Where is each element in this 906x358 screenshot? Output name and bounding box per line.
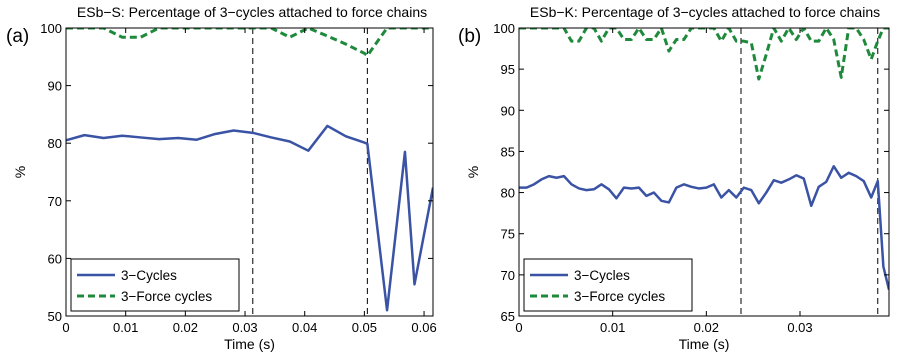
plot-frame <box>518 27 890 317</box>
y-tick-label: 100 <box>493 21 515 36</box>
legend-box <box>70 258 240 312</box>
y-tick-label: 80 <box>48 136 62 151</box>
series-line-0 <box>519 164 889 290</box>
series-line-1 <box>519 28 889 81</box>
y-tick-label: 70 <box>501 268 515 283</box>
y-tick-label: 90 <box>48 79 62 94</box>
series-line-1 <box>66 28 433 58</box>
series-line-0 <box>66 124 433 312</box>
y-tick-label: 75 <box>501 227 515 242</box>
legend-label-1: 3−Force cycles <box>574 289 665 304</box>
y-tick-label: 65 <box>501 309 515 324</box>
x-axis-label: Time (s) <box>679 336 730 352</box>
x-tick-label: 0.01 <box>113 320 138 335</box>
y-tick-label: 90 <box>501 103 515 118</box>
x-tick-label: 0.02 <box>694 320 719 335</box>
x-axis-label: Time (s) <box>224 336 275 352</box>
plot-frame <box>65 27 434 317</box>
legend: 3−Cycles 3−Force cycles <box>523 258 693 312</box>
y-axis-label: % <box>12 166 28 178</box>
x-tick-label: 0.03 <box>787 320 812 335</box>
legend-label-1: 3−Force cycles <box>121 289 212 304</box>
y-axis-label: % <box>465 166 481 178</box>
y-tick-label: 60 <box>48 251 62 266</box>
panel-label: (a) <box>6 26 29 47</box>
y-tick-label: 70 <box>48 194 62 209</box>
y-tick-label: 85 <box>501 144 515 159</box>
x-tick-label: 0.05 <box>352 320 377 335</box>
legend-box <box>523 258 693 312</box>
chart-title: ESb−K: Percentage of 3−cycles attached t… <box>530 4 880 20</box>
y-tick-label: 80 <box>501 186 515 201</box>
x-tick-label: 0.06 <box>411 320 436 335</box>
x-tick-label: 0.01 <box>600 320 625 335</box>
legend-label-0: 3−Cycles <box>574 268 630 283</box>
chart-panel-1: ESb−K: Percentage of 3−cycles attached t… <box>458 4 890 352</box>
panel-label: (b) <box>458 26 481 47</box>
x-tick-label: 0.02 <box>173 320 198 335</box>
x-tick-label: 0.03 <box>232 320 257 335</box>
x-tick-label: 0 <box>62 320 69 335</box>
x-tick-label: 0 <box>515 320 522 335</box>
x-tick-label: 0.04 <box>292 320 317 335</box>
chart-title: ESb−S: Percentage of 3−cycles attached t… <box>77 4 427 20</box>
chart-panel-0: ESb−S: Percentage of 3−cycles attached t… <box>6 4 437 352</box>
legend-label-0: 3−Cycles <box>121 268 177 283</box>
y-tick-label: 100 <box>40 21 62 36</box>
y-tick-label: 50 <box>48 309 62 324</box>
legend: 3−Cycles 3−Force cycles <box>70 258 240 312</box>
y-tick-label: 95 <box>501 62 515 77</box>
